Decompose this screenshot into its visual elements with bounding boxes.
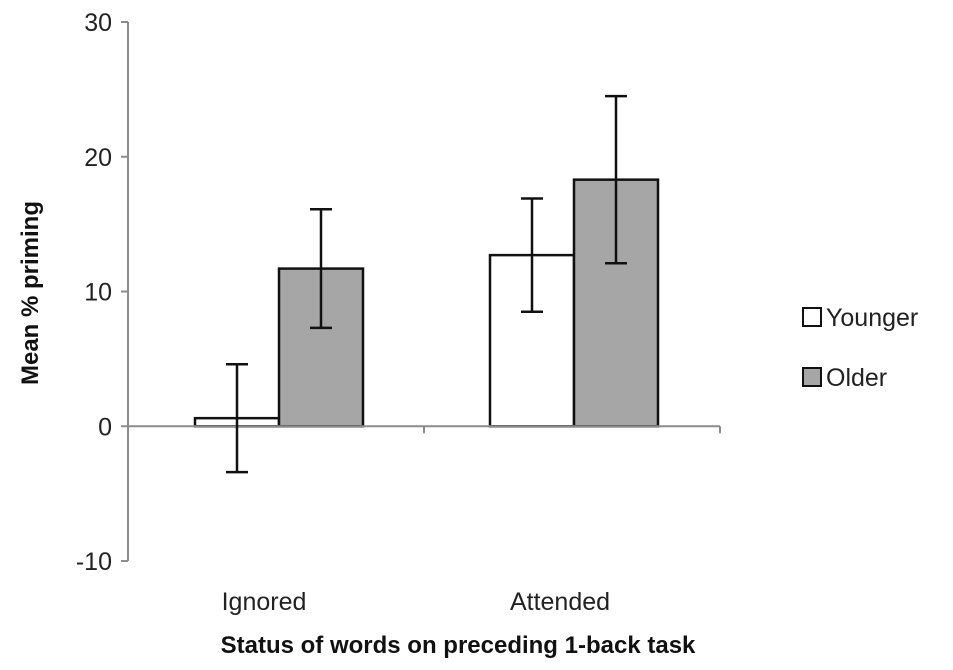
legend-label-younger: Younger xyxy=(826,304,918,332)
bars xyxy=(193,178,660,428)
legend-label-older: Older xyxy=(826,364,887,392)
y-tick-label: -10 xyxy=(76,548,112,576)
legend: Younger Older xyxy=(802,304,918,392)
legend-swatch-younger xyxy=(802,307,822,327)
y-axis-title: Mean % priming xyxy=(17,201,44,385)
error-bars xyxy=(226,94,627,474)
y-tick-label: 20 xyxy=(84,144,112,172)
y-tick-label: 10 xyxy=(84,279,112,307)
legend-swatch-older xyxy=(802,367,822,387)
x-category-label: Attended xyxy=(510,588,610,616)
x-category-label: Ignored xyxy=(222,588,307,616)
y-tick-label: 30 xyxy=(84,9,112,37)
x-axis-title: Status of words on preceding 1-back task xyxy=(221,632,696,659)
x-axis: Ignored Attended xyxy=(128,425,721,616)
y-axis: -10 0 10 20 30 xyxy=(76,9,129,576)
y-tick-label: 0 xyxy=(98,413,112,441)
